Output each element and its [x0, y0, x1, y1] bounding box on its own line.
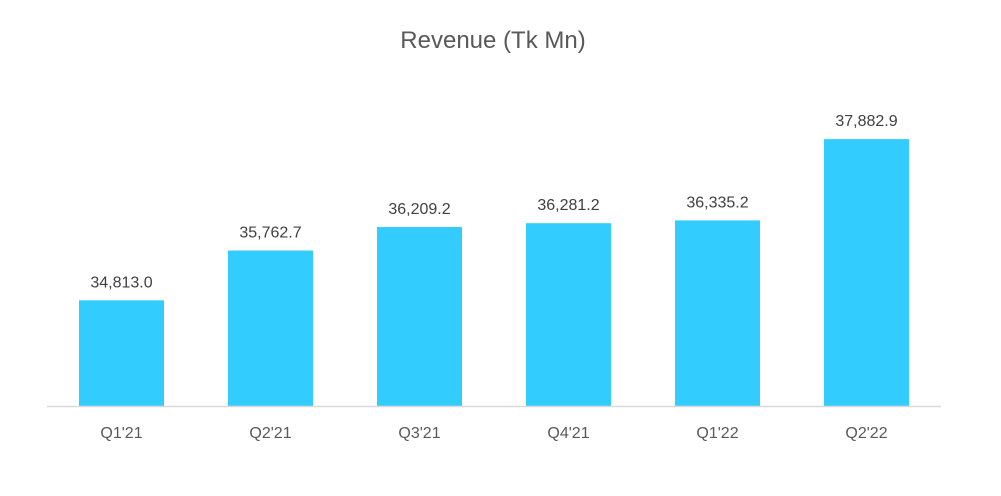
x-axis-tick-labels: Q1'21 Q2'21 Q3'21 Q4'21 Q1'22 Q2'22 — [100, 425, 887, 442]
bar-0 — [79, 300, 164, 406]
data-label-2: 36,209.2 — [388, 201, 450, 218]
x-tick-label-2: Q3'21 — [398, 425, 440, 442]
data-label-0: 34,813.0 — [90, 274, 152, 291]
x-tick-label-0: Q1'21 — [100, 425, 142, 442]
bars-layer — [79, 139, 909, 406]
bar-3 — [526, 223, 611, 406]
data-label-1: 35,762.7 — [239, 225, 301, 242]
x-tick-label-1: Q2'21 — [249, 425, 291, 442]
bar-2 — [377, 227, 462, 406]
x-tick-label-4: Q1'22 — [696, 425, 738, 442]
chart-title: Revenue (Tk Mn) — [400, 27, 585, 54]
bar-1 — [228, 250, 313, 406]
x-tick-label-5: Q2'22 — [845, 425, 887, 442]
x-tick-label-3: Q4'21 — [547, 425, 589, 442]
data-label-3: 36,281.2 — [537, 197, 599, 214]
bar-4 — [675, 220, 760, 406]
data-label-4: 36,335.2 — [686, 194, 748, 211]
data-labels-layer: 34,813.0 35,762.7 36,209.2 36,281.2 36,335.2… — [90, 113, 897, 291]
data-label-5: 37,882.9 — [835, 113, 897, 130]
bar-5 — [824, 139, 909, 406]
